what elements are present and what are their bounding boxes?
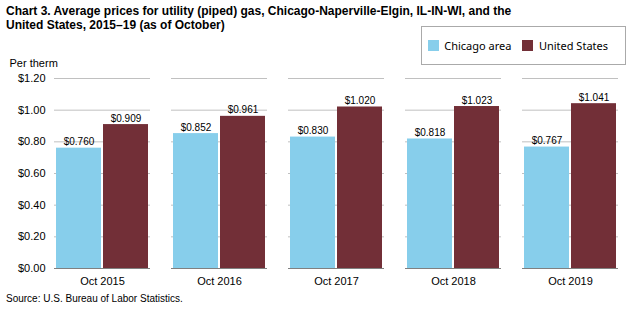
svg-text:Oct 2019: Oct 2019 [548,275,593,287]
svg-text:$0.80: $0.80 [18,135,46,147]
svg-text:$0.760: $0.760 [64,136,95,147]
svg-text:Oct 2017: Oct 2017 [314,275,359,287]
svg-text:$1.20: $1.20 [18,72,46,84]
html-text:Source: U.S. Bureau of Labor S: Source: U.S. Bureau of Labor Statistics. [6,293,183,304]
svg-text:$1.020: $1.020 [345,95,376,106]
svg-text:$0.40: $0.40 [18,199,46,211]
svg-text:$0.60: $0.60 [18,167,46,179]
svg-text:$0.830: $0.830 [298,125,329,136]
svg-text:$0.852: $0.852 [181,122,212,133]
svg-text:$1.023: $1.023 [462,95,493,106]
svg-text:$0.909: $0.909 [111,113,142,124]
svg-text:Oct 2015: Oct 2015 [80,275,125,287]
svg-text:Oct 2016: Oct 2016 [197,275,242,287]
html-text:Chicago area: Chicago area [444,37,512,53]
svg-text:$0.20: $0.20 [18,230,46,242]
svg-text:Oct 2018: Oct 2018 [431,275,476,287]
html-text:Chart 3. Average prices for ut: Chart 3. Average prices for utility (pip… [6,4,512,18]
svg-text:$1.00: $1.00 [18,104,46,116]
svg-text:$1.041: $1.041 [579,92,610,103]
html-text:United States: United States [538,37,608,53]
svg-text:$0.00: $0.00 [18,262,46,274]
svg-text:$0.818: $0.818 [415,127,446,138]
svg-text:Per therm: Per therm [10,57,58,69]
svg-text:$0.961: $0.961 [228,104,259,115]
svg-text:$0.767: $0.767 [532,135,563,146]
html-text:United States, 2015–19 (as of: United States, 2015–19 (as of October) [6,18,225,32]
